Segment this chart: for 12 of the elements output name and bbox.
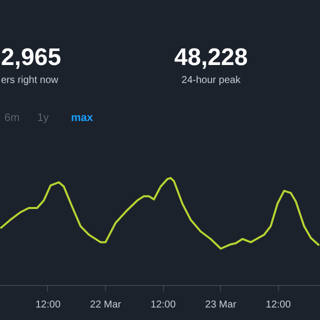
x-tick-label: 12:00 [150, 300, 176, 310]
text: 1y [37, 112, 50, 124]
x-tick-label: 22 Mar [90, 300, 122, 310]
x-tick-label: 23 Mar [205, 300, 237, 310]
text: 2,965 [1, 44, 62, 71]
text: 24-hour peak [182, 75, 242, 86]
x-tick-label: 12:00 [266, 300, 292, 310]
text: max [70, 112, 94, 124]
text: 48,228 [174, 44, 248, 71]
text: ers right now [1, 75, 60, 86]
x-tick-label: 12:00 [35, 300, 61, 310]
text: 6m [4, 112, 20, 124]
